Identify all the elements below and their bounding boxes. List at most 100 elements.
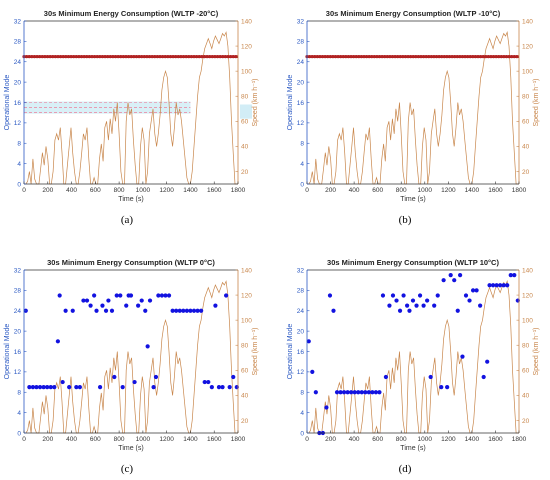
x-tick-label-4: 800 <box>396 436 407 443</box>
mode-point-58 <box>174 55 178 59</box>
y-tick-label-6: 24 <box>297 59 305 66</box>
mode-point-49 <box>181 308 186 313</box>
mode-point-51 <box>155 55 159 59</box>
y-tick-label-3: 12 <box>14 369 22 376</box>
mode-point-52 <box>485 359 490 364</box>
mode-point-41 <box>411 55 415 59</box>
mode-point-50 <box>184 308 189 313</box>
mode-point-37 <box>435 293 440 298</box>
mode-point-22 <box>79 55 84 59</box>
mode-point-28 <box>405 303 410 308</box>
mode-point-70 <box>205 55 209 59</box>
x-tick-label-3: 600 <box>90 436 101 443</box>
caption-c: (c) <box>121 463 134 475</box>
mode-point-7 <box>40 55 44 59</box>
mode-point-55 <box>166 55 170 59</box>
mode-point-9 <box>45 55 50 59</box>
mode-point-78 <box>226 55 230 59</box>
mode-point-21 <box>380 293 386 298</box>
mode-point-11 <box>333 55 338 59</box>
mode-point-24 <box>85 55 89 59</box>
mode-point-75 <box>218 55 222 59</box>
mode-point-30 <box>383 55 387 59</box>
mode-point-38 <box>121 55 125 59</box>
y-tick-label-2: 8 <box>300 390 304 397</box>
mode-point-45 <box>460 354 465 359</box>
mode-point-14 <box>70 308 75 313</box>
mode-point-7 <box>331 308 336 313</box>
caption-d: (d) <box>399 463 412 475</box>
x-tick-label-0: 0 <box>305 187 309 194</box>
mode-point-12 <box>349 390 354 395</box>
mode-point-55 <box>494 283 499 288</box>
x-tick-label-1: 200 <box>42 436 53 443</box>
mode-point-50 <box>478 303 483 308</box>
mode-point-45 <box>422 55 426 59</box>
mode-point-6 <box>320 55 325 59</box>
mode-point-52 <box>191 308 197 313</box>
mode-point-16 <box>346 55 351 59</box>
mode-point-35 <box>136 303 141 308</box>
x-tick-label-7: 1400 <box>465 187 480 194</box>
mode-point-59 <box>176 55 180 59</box>
mode-point-19 <box>373 390 378 395</box>
mode-point-48 <box>177 308 182 313</box>
y-axis-label: Operational Mode <box>4 75 11 131</box>
y-tick-label-0: 0 <box>300 430 304 437</box>
y-tick-label-7: 28 <box>297 39 305 46</box>
x-axis-label: Time (s) <box>400 445 425 452</box>
panel-a: 0 200 400 600 800 1000 1200 1400 1600 1800 0 4 8 12 16… <box>4 9 259 203</box>
mode-point-25 <box>87 55 91 59</box>
mode-point-1 <box>27 385 32 390</box>
y-tick-label-8: 32 <box>297 18 305 25</box>
mode-point-18 <box>84 298 90 303</box>
x-tick-label-3: 600 <box>90 187 101 194</box>
mode-point-67 <box>479 55 483 59</box>
x-tick-label-5: 1000 <box>418 436 433 443</box>
mode-point-12 <box>63 308 68 313</box>
y2-tick-label-4: 100 <box>241 68 252 75</box>
y2-tick-label-0: 20 <box>241 169 249 176</box>
mode-point-68 <box>200 55 204 59</box>
mode-point-14 <box>356 390 361 395</box>
mode-point-40 <box>127 55 131 59</box>
mode-point-77 <box>223 55 227 59</box>
mode-point-26 <box>109 308 115 313</box>
mode-point-34 <box>132 379 137 385</box>
mode-point-48 <box>147 55 152 59</box>
y-tick-label-4: 16 <box>14 100 22 107</box>
mode-point-19 <box>72 55 76 59</box>
highlight-band <box>24 101 191 114</box>
mode-point-48 <box>470 288 476 293</box>
caption-a: (a) <box>121 214 134 226</box>
mode-point-17 <box>366 390 371 395</box>
y-tick-label-7: 28 <box>14 288 22 295</box>
y2-tick-label-1: 40 <box>241 393 249 400</box>
mode-point-10 <box>331 55 335 59</box>
mode-point-32 <box>388 55 392 59</box>
mode-point-20 <box>357 55 361 59</box>
y-tick-label-0: 0 <box>17 181 21 188</box>
y2-tick-label-1: 40 <box>522 393 530 400</box>
mode-point-35 <box>113 55 118 59</box>
y2-axis-label: Speed (km h⁻¹) <box>252 327 259 375</box>
mode-point-34 <box>425 298 430 303</box>
mode-point-4 <box>315 55 319 59</box>
mode-point-9 <box>338 390 343 395</box>
mode-point-37 <box>143 308 148 313</box>
mode-point-13 <box>339 55 343 59</box>
mode-point-54 <box>199 308 204 313</box>
mode-point-44 <box>137 55 141 59</box>
mode-point-34 <box>393 55 397 59</box>
mode-point-66 <box>476 55 480 59</box>
mode-point-65 <box>192 55 196 59</box>
y2-tick-label-5: 120 <box>522 292 533 299</box>
y2-tick-label-0: 20 <box>522 418 530 425</box>
x-tick-label-7: 1400 <box>183 436 198 443</box>
mode-point-11 <box>51 55 55 59</box>
mode-point-27 <box>375 55 379 59</box>
mode-point-2 <box>30 385 36 390</box>
x-tick-label-3: 600 <box>372 187 383 194</box>
mode-point-49 <box>150 55 154 59</box>
